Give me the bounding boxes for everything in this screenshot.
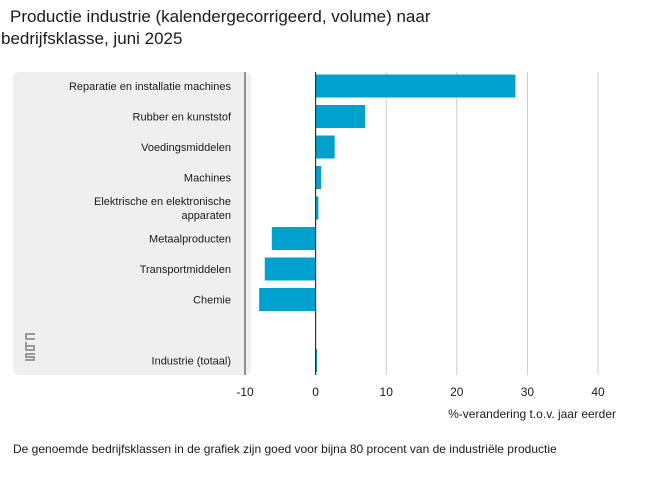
x-tick-label: -10 xyxy=(236,385,254,399)
cbs-logo-stroke xyxy=(25,359,35,361)
bar xyxy=(315,74,516,98)
category-label: Elektrische en elektronische apparaten xyxy=(94,196,231,222)
bar xyxy=(264,257,316,281)
chart-footnote: De genoemde bedrijfsklassen in de grafie… xyxy=(13,442,557,456)
category-label: Chemie xyxy=(193,295,231,307)
x-tick-label: 10 xyxy=(380,385,394,399)
bar xyxy=(315,166,322,189)
category-label: Voedingsmiddelen xyxy=(141,142,231,154)
bar-chart: Reparatie en installatie machines Rubber … xyxy=(13,72,616,421)
category-label: Rubber en kunststof xyxy=(133,112,232,124)
category-label: Industrie (totaal) xyxy=(152,356,231,368)
cbs-logo-stroke xyxy=(25,353,27,357)
cbs-logo-icon: cbs xyxy=(25,333,35,361)
chart-title-line-2: bedrijfsklasse, juni 2025 xyxy=(1,29,183,48)
cbs-logo-stroke xyxy=(25,333,27,339)
x-tick-label: 40 xyxy=(591,385,605,399)
x-tick-label: 0 xyxy=(312,385,319,399)
cbs-logo-stroke xyxy=(25,333,35,335)
category-label: Metaalproducten xyxy=(149,234,231,246)
x-tick-label: 30 xyxy=(521,385,535,399)
category-label: Transportmiddelen xyxy=(140,264,231,276)
bar xyxy=(315,196,319,220)
category-label: Reparatie en installatie machines xyxy=(69,81,232,93)
x-axis-title: %-verandering t.o.v. jaar eerder xyxy=(448,407,616,421)
category-label: Machines xyxy=(184,173,232,185)
category-label-line: Elektrische en elektronische xyxy=(94,196,231,208)
label-panel xyxy=(13,72,251,375)
category-label-line: apparaten xyxy=(181,210,231,222)
x-tick-label: 20 xyxy=(450,385,464,399)
cbs-logo-stroke xyxy=(25,353,35,355)
chart-title-line-1: Productie industrie (kalendergecorrigeer… xyxy=(10,7,431,26)
bar xyxy=(271,227,316,250)
bar xyxy=(315,105,366,128)
cbs-logo-stroke xyxy=(25,349,35,351)
bar xyxy=(315,135,335,159)
bar xyxy=(315,349,318,372)
bar xyxy=(259,288,316,311)
cbs-logo-stroke xyxy=(25,356,35,358)
cbs-logo-stroke xyxy=(33,356,35,360)
chart-title: Productie industrie (kalendergecorrigeer… xyxy=(1,6,510,50)
cbs-logo-stroke xyxy=(33,345,35,351)
cbs-logo-stroke xyxy=(25,338,35,340)
cbs-logo-stroke xyxy=(25,345,35,347)
